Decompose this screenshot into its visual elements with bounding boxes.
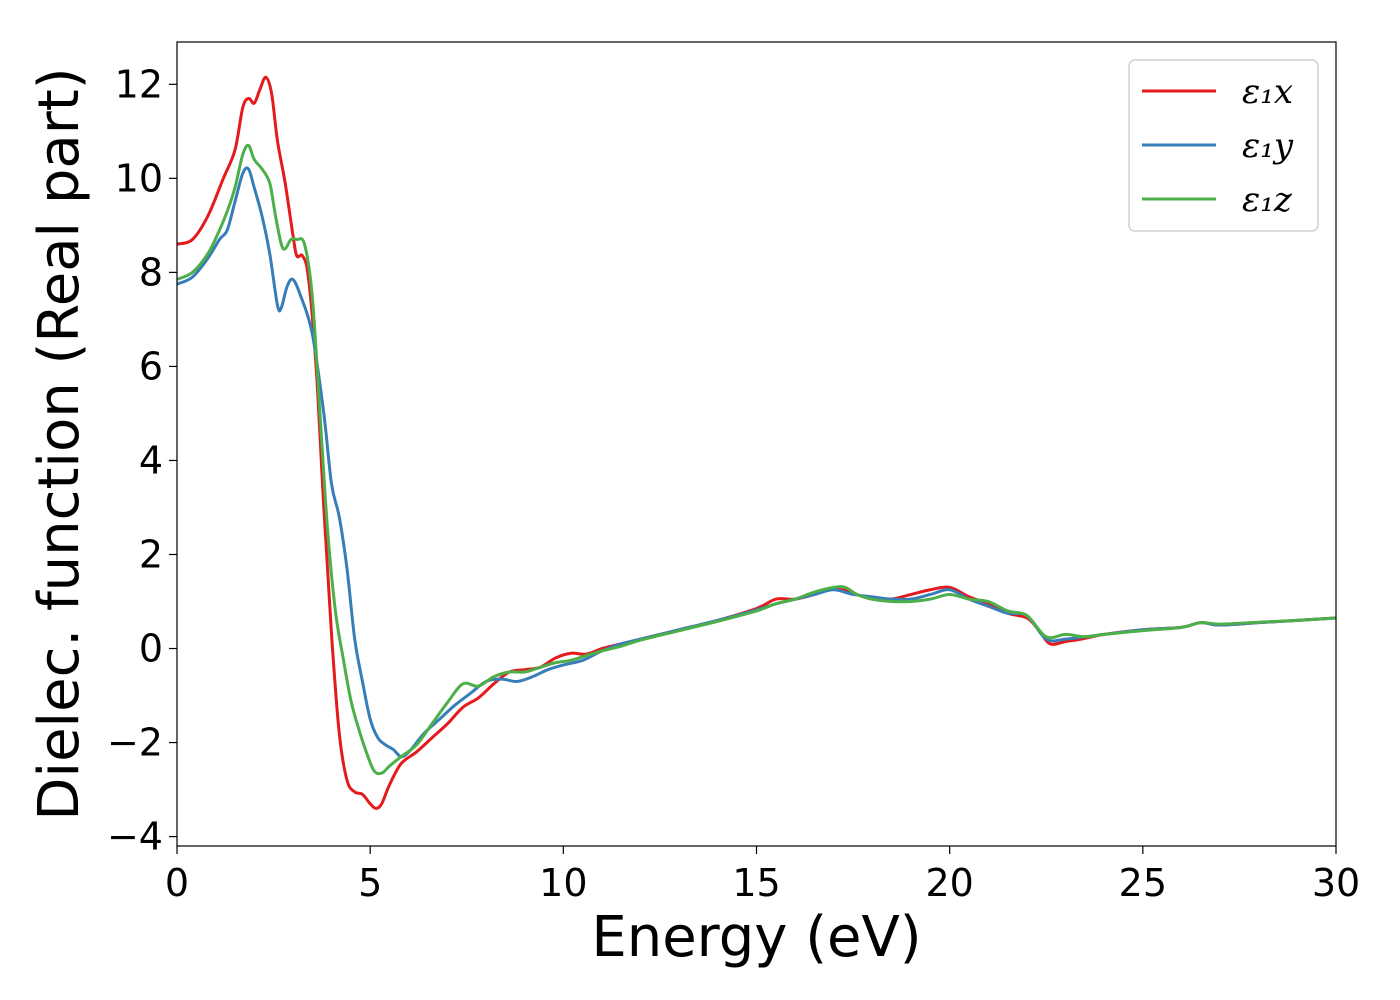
y-tick-label: 8 <box>139 250 163 294</box>
y-tick-label: −2 <box>107 721 163 765</box>
series-line-1 <box>177 166 1336 759</box>
y-tick-label: 12 <box>115 62 163 106</box>
x-tick-label: 10 <box>539 861 587 905</box>
y-tick-label: 4 <box>139 438 163 482</box>
series-layer <box>177 75 1336 810</box>
legend: ε₁x ε₁y ε₁z <box>1128 59 1319 232</box>
series-line-2 <box>177 143 1336 776</box>
legend-label-2: ε₁z <box>1242 180 1293 220</box>
x-tick-label: 20 <box>925 861 973 905</box>
x-tick-label: 30 <box>1312 861 1360 905</box>
x-tick-label: 0 <box>165 861 189 905</box>
y-tick-label: 2 <box>139 532 163 576</box>
legend-box <box>1128 59 1319 232</box>
x-tick-label: 25 <box>1119 861 1167 905</box>
series-line-0 <box>177 75 1336 810</box>
x-tick-label: 5 <box>358 861 382 905</box>
y-tick-label: 6 <box>139 344 163 388</box>
legend-label-0: ε₁x <box>1242 72 1293 112</box>
x-tick-label: 15 <box>732 861 780 905</box>
ticks-layer: 0 5 10 15 20 25 30 −4 −2 0 2 4 6 8 10 12 <box>107 62 1360 905</box>
x-axis-label: Energy (eV) <box>591 905 921 970</box>
y-axis-label: Dielec. function (Real part) <box>27 67 92 820</box>
y-tick-label: 0 <box>139 627 163 671</box>
legend-label-1: ε₁y <box>1242 126 1294 166</box>
y-tick-label: 10 <box>115 156 163 200</box>
y-tick-label: −4 <box>107 815 163 859</box>
